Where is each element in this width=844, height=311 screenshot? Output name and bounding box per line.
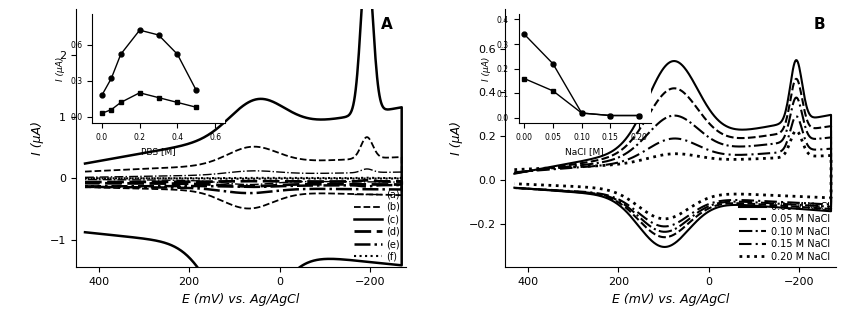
Y-axis label: I (μA): I (μA) bbox=[31, 121, 44, 156]
Text: B: B bbox=[814, 17, 825, 32]
X-axis label: E (mV) vs. Ag/AgCl: E (mV) vs. Ag/AgCl bbox=[182, 293, 300, 306]
Legend: 0.00 M NaCl, 0.05 M NaCl, 0.10 M NaCl, 0.15 M NaCl, 0.20 M NaCl: 0.00 M NaCl, 0.05 M NaCl, 0.10 M NaCl, 0… bbox=[738, 201, 830, 262]
Text: A: A bbox=[381, 17, 393, 32]
Y-axis label: I (μA): I (μA) bbox=[450, 121, 463, 156]
Legend: (a), (b), (c), (d), (e), (f): (a), (b), (c), (d), (e), (f) bbox=[354, 188, 402, 262]
X-axis label: E (mV) vs. Ag/AgCl: E (mV) vs. Ag/AgCl bbox=[612, 293, 729, 306]
